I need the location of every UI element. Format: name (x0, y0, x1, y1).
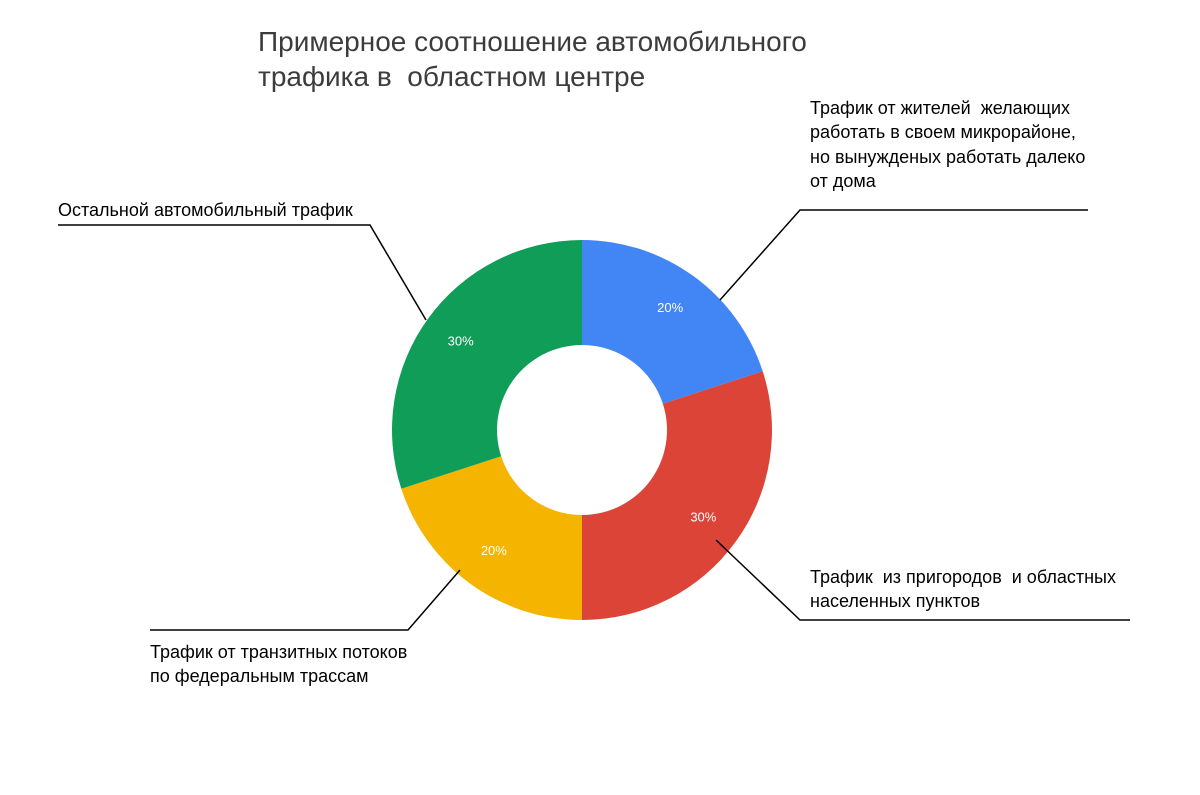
callout-label-3: Остальной автомобильный трафик (58, 198, 353, 222)
slice-pct-label-2: 20% (481, 543, 507, 558)
callout-label-1: Трафик из пригородов и областных населен… (810, 565, 1116, 614)
callout-leader-2 (150, 570, 460, 630)
page: Примерное соотношение автомобильного тра… (0, 0, 1200, 795)
slice-pct-label-0: 20% (657, 300, 683, 315)
slice-pct-label-3: 30% (448, 333, 474, 348)
donut-slice-1 (582, 371, 772, 620)
callout-label-0: Трафик от жителей желающих работать в св… (810, 96, 1085, 193)
callout-leader-3 (58, 225, 426, 320)
donut-slice-3 (392, 240, 582, 489)
callout-label-2: Трафик от транзитных потоков по федераль… (150, 640, 407, 689)
slice-pct-label-1: 30% (690, 510, 716, 525)
donut-slice-2 (401, 456, 582, 620)
callout-leader-0 (720, 210, 1088, 300)
donut-slice-0 (582, 240, 763, 404)
